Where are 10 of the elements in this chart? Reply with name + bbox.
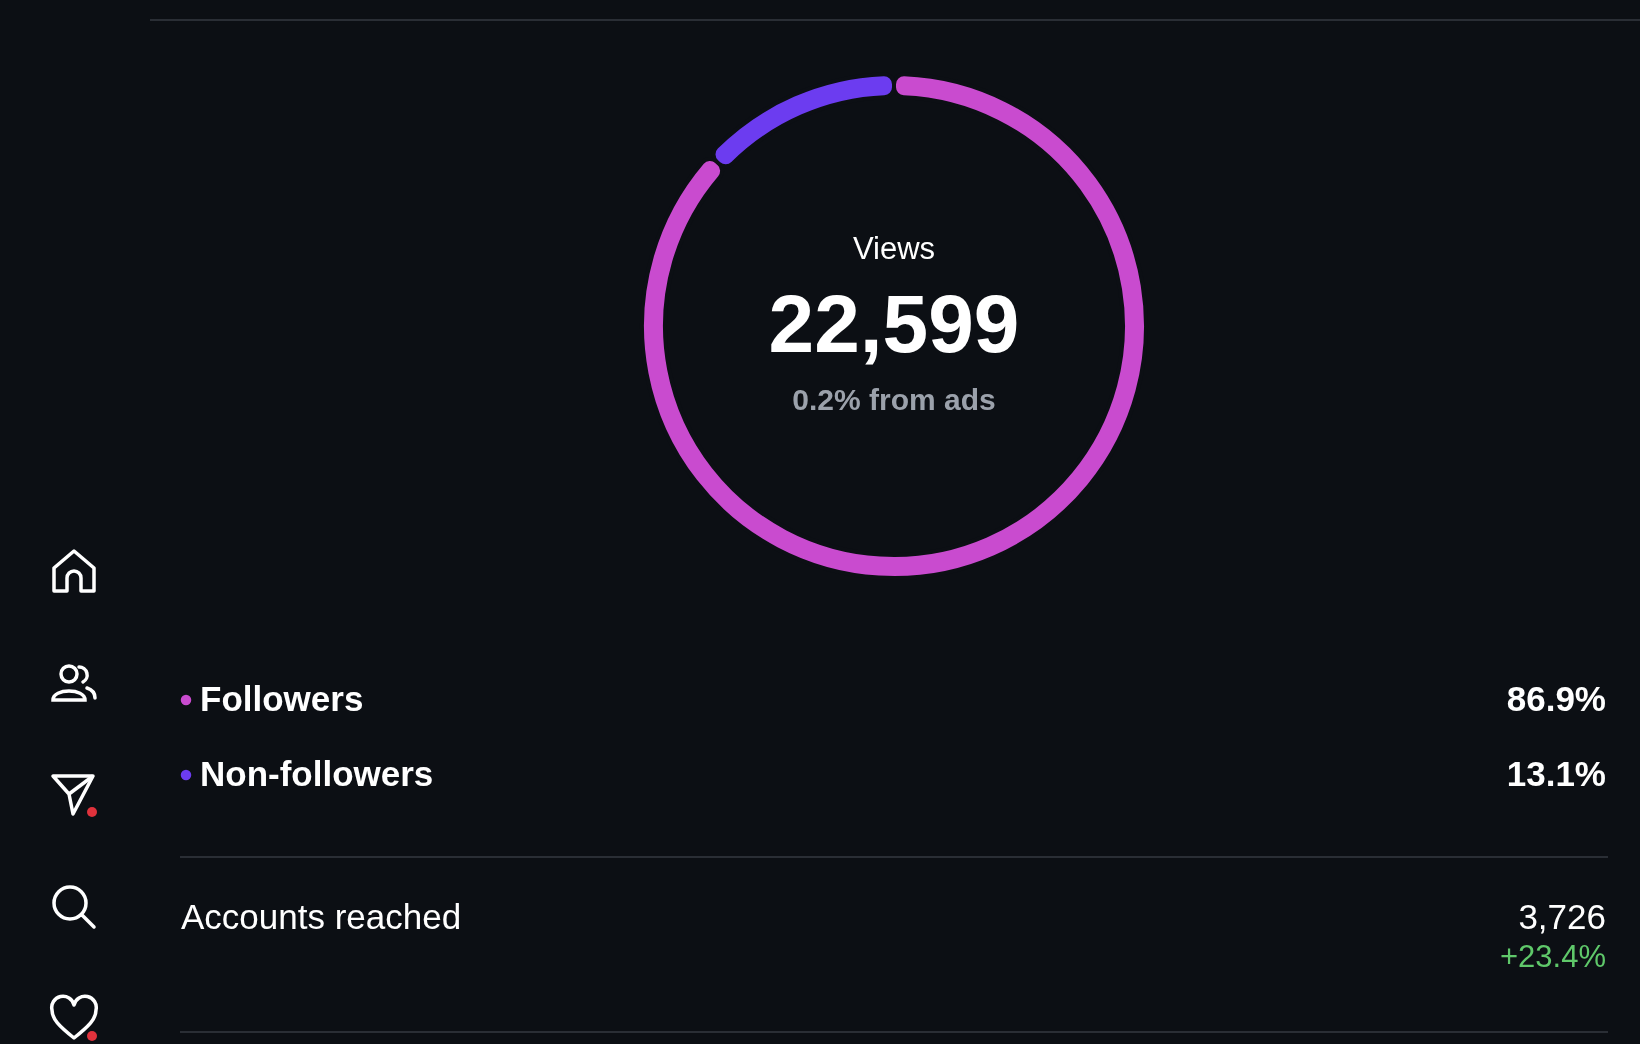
text: Views [852, 231, 936, 266]
text: 0.2% from ads [792, 383, 996, 416]
text: 22,599 [768, 278, 1020, 369]
legend-label: Followers [200, 679, 364, 718]
data-label: 86.9% [1506, 679, 1606, 718]
legend-label: Non-followers [200, 754, 434, 793]
text: +23.4% [1499, 939, 1606, 974]
text: Accounts reached [181, 897, 462, 936]
data-label: 13.1% [1506, 754, 1606, 793]
text: 3,726 [1518, 897, 1606, 936]
